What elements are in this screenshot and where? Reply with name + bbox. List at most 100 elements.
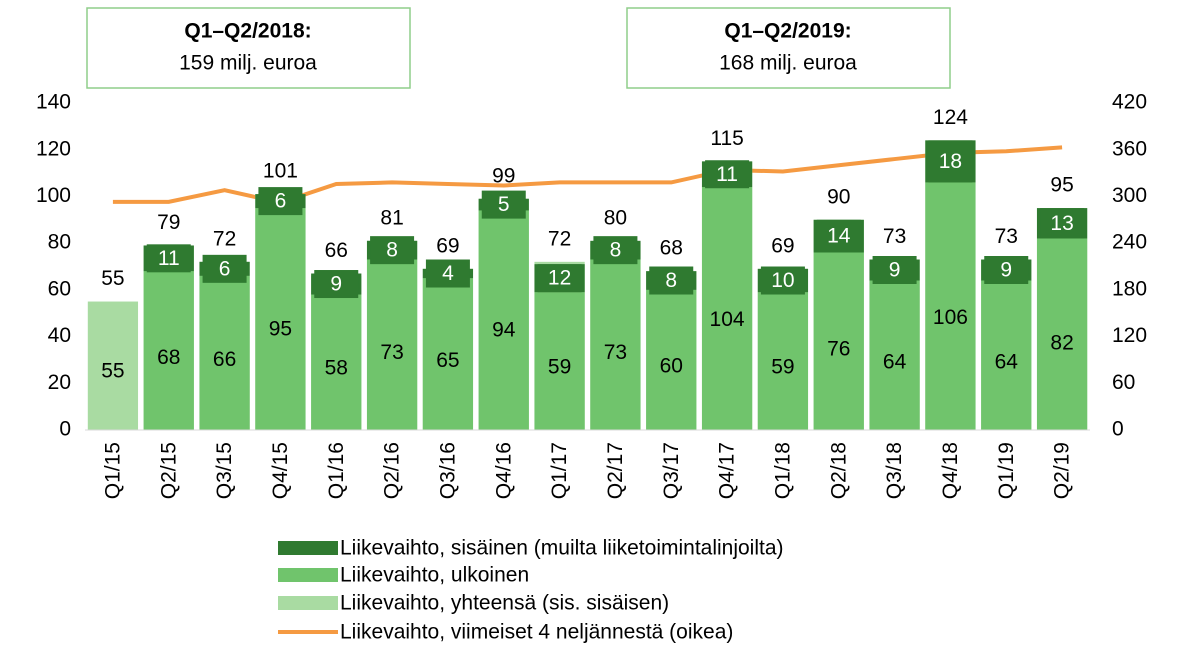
total-label: 73 bbox=[883, 225, 906, 248]
data-label-box bbox=[760, 266, 805, 295]
y2-tick-label: 420 bbox=[1112, 91, 1147, 114]
total-label: 72 bbox=[213, 227, 236, 250]
legend-swatch bbox=[278, 596, 338, 610]
data-label-box bbox=[649, 266, 694, 295]
data-label: 18 bbox=[939, 150, 962, 173]
y2-tick-label: 360 bbox=[1112, 137, 1147, 160]
legend-label: Liikevaihto, ulkoinen bbox=[340, 564, 529, 587]
x-tick-label: Q4/17 bbox=[716, 442, 739, 499]
data-label-box bbox=[537, 264, 582, 293]
data-label-box bbox=[928, 140, 973, 183]
data-label: 11 bbox=[158, 247, 180, 270]
total-label: 81 bbox=[380, 206, 403, 229]
legend-label: Liikevaihto, sisäinen (muilta liiketoimi… bbox=[340, 537, 784, 560]
annotation-text: 159 milj. euroa bbox=[179, 52, 317, 75]
x-tick-label: Q1/18 bbox=[771, 442, 794, 499]
total-label: 80 bbox=[604, 206, 627, 229]
data-label: 11 bbox=[716, 163, 738, 186]
y-tick-label: 0 bbox=[59, 418, 71, 441]
bar-external bbox=[534, 292, 585, 430]
data-label: 66 bbox=[213, 348, 236, 371]
annotation-title: Q1–Q2/2018: bbox=[184, 20, 311, 43]
y-tick-label: 60 bbox=[48, 277, 71, 300]
y2-tick-label: 180 bbox=[1112, 277, 1147, 300]
data-label: 55 bbox=[101, 360, 124, 383]
y2-tick-label: 60 bbox=[1112, 371, 1135, 394]
x-tick-label: Q3/17 bbox=[660, 442, 683, 499]
bar-external bbox=[757, 292, 809, 430]
data-label: 6 bbox=[219, 257, 231, 280]
data-label: 58 bbox=[325, 357, 348, 380]
bar-external bbox=[255, 208, 306, 430]
annotation-text: 168 milj. euroa bbox=[719, 52, 857, 75]
bar-external bbox=[143, 271, 194, 430]
bar-external bbox=[981, 280, 1032, 430]
data-label: 12 bbox=[548, 267, 571, 290]
x-tick-label: Q3/16 bbox=[436, 442, 459, 499]
data-label: 8 bbox=[386, 239, 398, 262]
total-label: 124 bbox=[933, 106, 968, 129]
y-tick-label: 40 bbox=[48, 324, 71, 347]
x-tick-label: Q4/15 bbox=[269, 442, 292, 499]
data-label-box bbox=[314, 270, 359, 299]
data-label-box bbox=[481, 190, 526, 219]
y2-tick-label: 0 bbox=[1112, 418, 1124, 441]
y-tick-label: 140 bbox=[36, 91, 71, 114]
y-tick-label: 100 bbox=[36, 184, 71, 207]
data-label: 68 bbox=[157, 346, 180, 369]
bar-external bbox=[590, 259, 641, 430]
total-label: 66 bbox=[325, 239, 348, 262]
data-label: 65 bbox=[436, 349, 459, 372]
x-tick-label: Q1/19 bbox=[995, 442, 1018, 499]
data-label: 76 bbox=[827, 338, 850, 361]
data-label: 60 bbox=[660, 354, 683, 377]
x-tick-label: Q2/15 bbox=[157, 442, 180, 499]
data-label-box bbox=[816, 219, 861, 253]
bar-external bbox=[199, 275, 250, 430]
x-tick-label: Q1/15 bbox=[101, 442, 124, 499]
data-label: 73 bbox=[380, 341, 403, 364]
total-label: 69 bbox=[436, 234, 459, 257]
y-tick-label: 20 bbox=[48, 371, 71, 394]
legend-swatch bbox=[278, 568, 338, 582]
bar-external bbox=[646, 289, 697, 430]
total-label: 115 bbox=[710, 127, 743, 150]
y2-tick-label: 120 bbox=[1112, 324, 1147, 347]
total-label: 72 bbox=[548, 227, 571, 250]
y2-tick-label: 240 bbox=[1112, 231, 1147, 254]
x-tick-label: Q2/18 bbox=[827, 442, 850, 499]
total-label: 90 bbox=[827, 185, 850, 208]
data-label: 9 bbox=[1000, 259, 1012, 282]
data-label: 9 bbox=[330, 273, 342, 296]
x-tick-label: Q4/16 bbox=[492, 442, 515, 499]
data-label: 106 bbox=[933, 306, 968, 329]
total-label: 101 bbox=[263, 160, 298, 183]
bar-external bbox=[422, 278, 474, 430]
x-tick-label: Q2/17 bbox=[604, 442, 627, 499]
bar-external bbox=[1036, 238, 1088, 430]
bar-external bbox=[478, 210, 529, 430]
data-label: 14 bbox=[827, 225, 851, 248]
data-label-box bbox=[146, 244, 191, 273]
bar-external bbox=[813, 252, 864, 430]
data-label-box bbox=[425, 259, 470, 288]
legend-label: Liikevaihto, viimeiset 4 neljännestä (oi… bbox=[340, 621, 733, 644]
total-label: 79 bbox=[157, 211, 180, 234]
annotation-box bbox=[626, 7, 951, 89]
x-tick-label: Q1/17 bbox=[548, 442, 571, 499]
data-label-box bbox=[705, 160, 750, 189]
data-label: 95 bbox=[269, 318, 292, 341]
bar-total bbox=[87, 301, 139, 430]
data-label: 64 bbox=[883, 350, 907, 373]
bar-external bbox=[925, 182, 976, 430]
total-label: 99 bbox=[492, 164, 515, 187]
bar-external bbox=[311, 294, 362, 430]
total-label: 55 bbox=[101, 267, 124, 290]
data-label: 104 bbox=[710, 308, 745, 331]
data-label: 9 bbox=[889, 259, 901, 282]
data-label: 64 bbox=[995, 350, 1019, 373]
y-tick-label: 120 bbox=[36, 137, 71, 160]
data-label-box bbox=[202, 254, 247, 283]
x-tick-label: Q4/18 bbox=[939, 442, 962, 499]
